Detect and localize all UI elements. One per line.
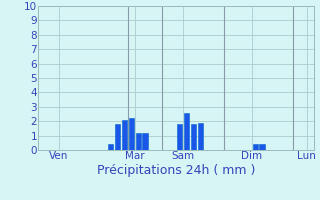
Bar: [136, 133, 141, 150]
Bar: [197, 123, 203, 150]
Bar: [260, 144, 265, 150]
Bar: [142, 133, 148, 150]
Bar: [122, 120, 127, 150]
Bar: [252, 144, 258, 150]
Bar: [191, 124, 196, 150]
Bar: [184, 113, 189, 150]
Bar: [177, 124, 182, 150]
Bar: [129, 118, 134, 150]
X-axis label: Précipitations 24h ( mm ): Précipitations 24h ( mm ): [97, 164, 255, 177]
Bar: [108, 144, 113, 150]
Bar: [115, 124, 120, 150]
